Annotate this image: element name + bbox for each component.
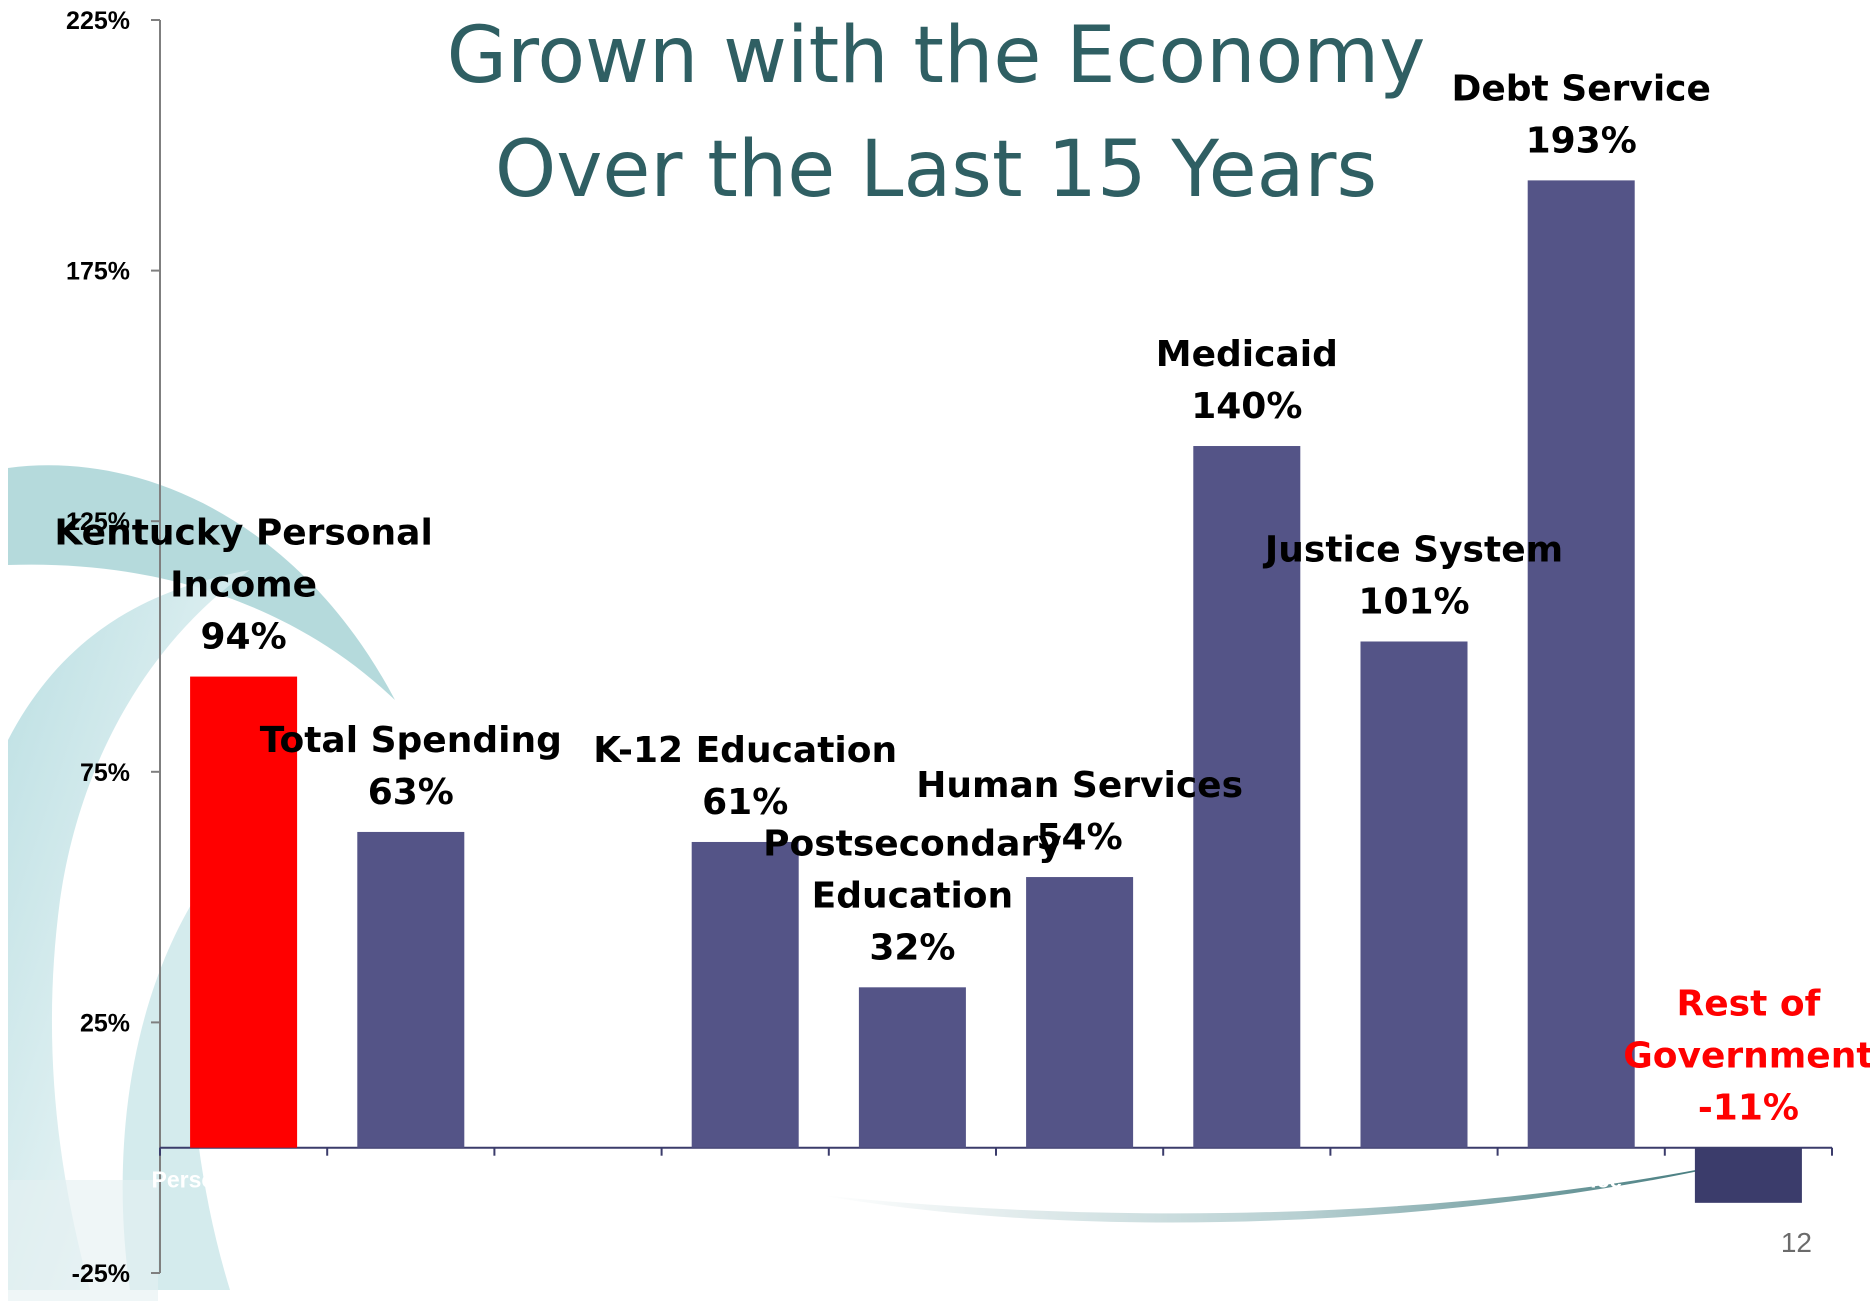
bar-data-labels: Kentucky Personal Income 94% Total Spending… xyxy=(54,68,1870,1128)
category-label: Services xyxy=(1032,1167,1127,1193)
bar-series xyxy=(190,180,1802,1203)
background-decoration xyxy=(8,465,1790,1301)
bar xyxy=(1360,641,1468,1148)
decor-arc-left xyxy=(8,570,250,1290)
y-tick-label: 125% xyxy=(66,508,130,536)
bar-data-label: 61% xyxy=(702,782,788,823)
bar-data-label: 193% xyxy=(1526,120,1637,161)
y-tick-label: -25% xyxy=(72,1260,130,1288)
bar-data-label: Government xyxy=(1623,1036,1870,1077)
bar-data-label: Income xyxy=(170,565,317,606)
decor-dot-pattern xyxy=(8,1180,158,1301)
y-tick-label: 175% xyxy=(66,258,130,286)
bar-data-label: Human Services xyxy=(916,765,1243,806)
bar-data-label: 32% xyxy=(869,927,955,968)
bar-data-label: 101% xyxy=(1358,581,1469,622)
bar-data-label: 140% xyxy=(1191,386,1302,427)
bar-data-label: 63% xyxy=(368,772,454,813)
bar-data-label: Kentucky Personal xyxy=(54,513,432,554)
bar xyxy=(1193,446,1301,1148)
bar xyxy=(1026,877,1134,1148)
bar xyxy=(858,987,966,1148)
bar xyxy=(1527,180,1635,1148)
category-label: Total Spending xyxy=(329,1167,493,1193)
bar-data-label: Rest of xyxy=(1677,984,1821,1025)
y-tick-label: 25% xyxy=(80,1009,130,1037)
y-tick-label: 75% xyxy=(80,759,130,787)
slide-title: Grown with the Economy Over the Last 15 … xyxy=(447,11,1426,215)
y-tick-label: 225% xyxy=(66,7,130,35)
bar xyxy=(1694,1147,1802,1203)
title-line-2: Over the Last 15 Years xyxy=(495,125,1377,215)
bar-data-label: 94% xyxy=(201,617,287,658)
bar-data-label: Total Spending xyxy=(260,720,562,761)
y-axis-ticks: 225% 175% 125% 75% 25% -25% xyxy=(66,7,160,1288)
bar-data-label: Postsecondary xyxy=(763,823,1062,864)
bar-data-label: Debt Service xyxy=(1451,68,1710,109)
bar xyxy=(357,831,465,1148)
slide-number: 12 xyxy=(1781,1227,1812,1258)
bar xyxy=(190,676,298,1148)
bar-data-label: 54% xyxy=(1037,817,1123,858)
bar-data-label: K-12 Education xyxy=(593,730,897,771)
bar-data-label: Education xyxy=(812,875,1014,916)
title-line-1: Grown with the Economy xyxy=(447,11,1426,101)
bar xyxy=(691,841,799,1148)
decor-swoosh-bottom xyxy=(820,1150,1790,1223)
category-label: Personal Income xyxy=(152,1167,336,1193)
bar-data-label: -11% xyxy=(1698,1088,1799,1129)
category-label: Service xyxy=(1540,1167,1622,1193)
bar-data-label: Medicaid xyxy=(1156,334,1338,375)
bar-data-label: Justice System xyxy=(1262,529,1563,570)
